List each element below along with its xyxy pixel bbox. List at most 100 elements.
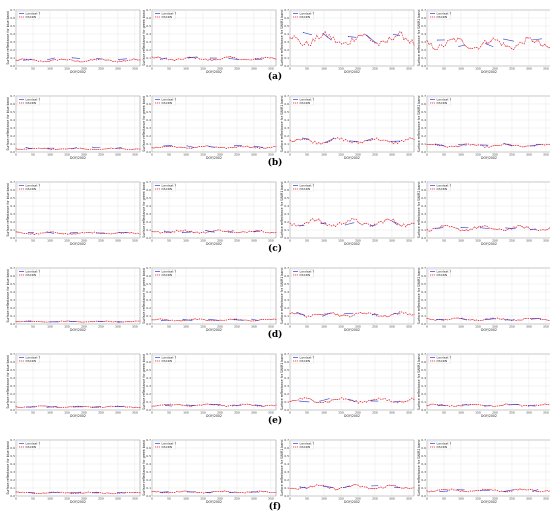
- y-tick-label: 0.4: [10, 204, 15, 208]
- dscrn-point: [223, 57, 225, 59]
- y-axis-label: Surface reflectance for SWIR2 band: [417, 182, 421, 239]
- dscrn-point: [476, 319, 478, 321]
- y-tick-label: 0.2: [421, 220, 426, 224]
- dscrn-point: [328, 401, 330, 403]
- plot-frame: [151, 353, 277, 411]
- dscrn-point: [275, 58, 277, 60]
- legend-box: [17, 11, 40, 20]
- landsat-series-segment: [117, 492, 126, 494]
- dscrn-point: [96, 407, 98, 408]
- dscrn-point: [116, 405, 118, 407]
- dscrn-point: [25, 492, 27, 494]
- dscrn-point: [267, 491, 269, 493]
- dscrn-point: [236, 405, 238, 407]
- dscrn-point: [378, 221, 380, 223]
- y-tick-label: 0.7: [146, 8, 151, 12]
- y-tick-label: 0.5: [10, 368, 15, 372]
- dscrn-point: [153, 147, 155, 149]
- dscrn-point: [380, 486, 382, 488]
- y-tick-label: 0.6: [146, 274, 151, 278]
- dscrn-point: [131, 59, 133, 61]
- landsat-point: [73, 406, 75, 408]
- landsat-point: [479, 227, 481, 229]
- x-tick-label: 200: [355, 67, 361, 71]
- dscrn-point: [413, 139, 415, 141]
- legend-landsat-label: Landsat 7: [162, 12, 177, 16]
- dscrn-point: [293, 487, 295, 489]
- y-axis-label: Surface reflectance for green band: [142, 96, 146, 152]
- x-tick-label: 250: [98, 325, 104, 329]
- dscrn-point: [374, 42, 376, 44]
- dscrn-point: [368, 223, 369, 225]
- y-tick-label: 0.4: [284, 32, 289, 36]
- dscrn-point: [407, 39, 409, 41]
- dscrn-point: [394, 485, 396, 487]
- dscrn-point: [188, 230, 190, 232]
- y-tick-label: 0.2: [421, 392, 426, 396]
- dscrn-point: [21, 149, 23, 151]
- dscrn-point: [540, 229, 542, 231]
- dscrn-point: [382, 222, 384, 224]
- dscrn-point: [486, 42, 488, 44]
- dscrn-point: [544, 403, 546, 405]
- x-axis-label: DOY/2002: [481, 70, 497, 74]
- dscrn-point: [23, 232, 25, 234]
- plot-frame: [426, 267, 550, 325]
- dscrn-point: [306, 41, 307, 42]
- dscrn-point: [192, 232, 194, 234]
- x-axis-label: DOY/2002: [344, 328, 360, 332]
- dscrn-point: [531, 40, 533, 42]
- y-tick-label: 0.1: [10, 228, 15, 232]
- x-tick-label: 350: [406, 239, 412, 243]
- landsat-series-segment: [299, 486, 308, 489]
- dscrn-point: [436, 489, 438, 491]
- dscrn-point: [135, 320, 137, 322]
- dscrn-point: [430, 490, 432, 492]
- dscrn-point: [503, 229, 504, 231]
- dscrn-point: [56, 232, 58, 234]
- dscrn-point: [513, 145, 515, 146]
- dscrn-point: [476, 46, 478, 48]
- dscrn-point: [104, 320, 106, 322]
- dscrn-point: [38, 147, 40, 149]
- x-tick-label: 300: [115, 67, 121, 71]
- landsat-series-segment: [435, 227, 444, 229]
- landsat-point: [96, 232, 98, 234]
- dscrn-point: [432, 491, 434, 492]
- dscrn-point: [441, 225, 442, 227]
- dscrn-point: [322, 34, 324, 35]
- legend-landsat-label: Landsat 7: [300, 98, 315, 102]
- dscrn-point: [382, 315, 384, 317]
- legend-landsat-label: Landsat 7: [26, 98, 41, 102]
- dscrn-point: [69, 147, 71, 149]
- dscrn-point: [445, 225, 447, 226]
- dscrn-point: [490, 227, 492, 229]
- dscrn-point: [248, 403, 250, 405]
- x-tick-label: 200: [81, 239, 87, 243]
- landsat-point: [26, 406, 28, 408]
- dscrn-point: [474, 144, 475, 146]
- x-tick-label: 250: [98, 67, 104, 71]
- x-tick-label: 0: [426, 153, 428, 157]
- dscrn-point: [110, 60, 112, 61]
- x-tick-label: 0: [426, 239, 428, 243]
- dscrn-point: [240, 403, 242, 405]
- landsat-point: [391, 140, 393, 142]
- legend-dscrn-label: DSCRN: [162, 273, 173, 277]
- y-tick-label: 0.7: [421, 438, 426, 442]
- dscrn-point: [443, 488, 444, 490]
- dscrn-point: [112, 493, 114, 495]
- dscrn-point: [451, 226, 453, 228]
- dscrn-point: [30, 233, 31, 235]
- dscrn-point: [445, 318, 447, 320]
- y-tick-label: 0.2: [10, 220, 15, 224]
- dscrn-point: [15, 406, 17, 408]
- dscrn-point: [392, 401, 394, 403]
- landsat-point: [97, 320, 99, 322]
- dscrn-point: [83, 405, 85, 407]
- dscrn-point: [176, 58, 178, 60]
- dscrn-point: [42, 61, 44, 63]
- y-tick-label: 0.4: [421, 204, 426, 208]
- dscrn-point: [46, 61, 48, 63]
- dscrn-point: [242, 146, 244, 148]
